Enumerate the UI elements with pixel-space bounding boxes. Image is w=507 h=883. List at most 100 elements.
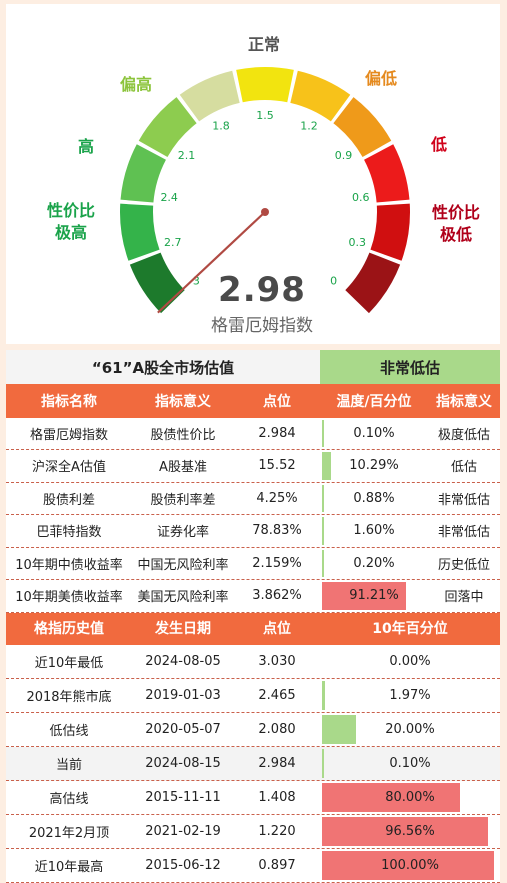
gauge-tick-label: 0.6 (352, 191, 370, 204)
history-value: 2.984 (234, 747, 320, 780)
history-value: 1.220 (234, 815, 320, 848)
gauge-segment (120, 204, 160, 261)
history-value: 3.030 (234, 645, 320, 678)
history-percentile: 0.00% (320, 645, 500, 678)
percentile-bar (322, 681, 325, 710)
gauge-segment (130, 253, 185, 313)
percentile-bar (322, 550, 324, 578)
indicator-status: 非常低估 (428, 483, 500, 515)
percentile-bar (322, 420, 324, 448)
column-header: 格指历史值 (6, 613, 132, 645)
history-value: 0.897 (234, 849, 320, 882)
history-name: 近10年最低 (6, 645, 132, 678)
gauge-needle-hub (261, 208, 269, 216)
indicator-percentile: 0.10% (320, 418, 428, 450)
column-header: 温度/百分位 (320, 385, 428, 417)
indicator-value: 4.25% (234, 483, 320, 515)
history-date: 2015-06-12 (132, 849, 234, 882)
history-name: 低估线 (6, 713, 132, 746)
history-name: 2018年熊市底 (6, 679, 132, 712)
indicator-meaning: 中国无风险利率 (132, 548, 234, 580)
indicator-percentile: 0.88% (320, 483, 428, 515)
indicator-name: 格雷厄姆指数 (6, 418, 132, 450)
indicator-meaning: 股债利率差 (132, 483, 234, 515)
gauge-value: 2.98 (192, 270, 332, 310)
indicator-name: 10年期中债收益率 (6, 548, 132, 580)
gauge-segment (333, 97, 391, 157)
gauge-zone-label: 性价比极高 (36, 200, 106, 243)
percentile-bar (322, 517, 324, 545)
indicator-name: 10年期美债收益率 (6, 580, 132, 612)
valuation-table: “61”A股全市场估值 非常低估 指标名称指标意义点位温度/百分位指标意义格雷厄… (6, 350, 500, 883)
indicator-status: 极度低估 (428, 418, 500, 450)
gauge-zone-label: 偏低 (351, 68, 411, 90)
indicator-value: 2.984 (234, 418, 320, 450)
indicator-value: 3.862% (234, 580, 320, 612)
gauge-tick-label: 1.5 (256, 109, 274, 122)
history-name: 2021年2月顶 (6, 815, 132, 848)
history-date: 2019-01-03 (132, 679, 234, 712)
column-header: 10年百分位 (320, 613, 500, 645)
indicator-percentile: 10.29% (320, 450, 428, 482)
indicator-meaning: 美国无风险利率 (132, 580, 234, 612)
indicator-status: 非常低估 (428, 515, 500, 547)
gauge-tick-label: 1.8 (212, 120, 230, 133)
history-percentile: 20.00% (320, 713, 500, 746)
gauge-segment (236, 67, 294, 102)
indicator-percentile: 1.60% (320, 515, 428, 547)
gauge-tick-label: 2.7 (164, 236, 182, 249)
indicator-name: 股债利差 (6, 483, 132, 515)
indicator-percentile: 91.21% (320, 580, 428, 612)
gauge-tick-label: 0.9 (335, 149, 353, 162)
indicator-meaning: 证券化率 (132, 515, 234, 547)
column-header: 点位 (234, 613, 320, 645)
history-date: 2024-08-15 (132, 747, 234, 780)
history-date: 2015-11-11 (132, 781, 234, 814)
history-percentile: 96.56% (320, 815, 500, 848)
overall-status-badge: 非常低估 (320, 350, 500, 384)
gauge-tick-label: 2.1 (178, 149, 196, 162)
indicator-percentile: 0.20% (320, 548, 428, 580)
table-title-row: “61”A股全市场估值 非常低估 (6, 350, 500, 385)
gauge-name: 格雷厄姆指数 (182, 311, 342, 336)
column-header: 指标意义 (428, 385, 500, 417)
history-date: 2020-05-07 (132, 713, 234, 746)
history-value: 2.080 (234, 713, 320, 746)
history-date: 2021-02-19 (132, 815, 234, 848)
column-header: 指标意义 (132, 385, 234, 417)
indicator-meaning: 股债性价比 (132, 418, 234, 450)
gauge-segment (370, 204, 410, 261)
gauge-segment (139, 97, 197, 157)
indicator-name: 巴菲特指数 (6, 515, 132, 547)
table-header: 指标名称指标意义点位温度/百分位指标意义 (6, 385, 500, 418)
indicator-name: 沪深全A估值 (6, 450, 132, 482)
gauge-tick-label: 1.2 (300, 120, 318, 133)
history-name: 高估线 (6, 781, 132, 814)
gauge-segment (121, 144, 166, 202)
column-header: 点位 (234, 385, 320, 417)
indicator-status: 低估 (428, 450, 500, 482)
indicator-status: 历史低位 (428, 548, 500, 580)
percentile-bar (322, 485, 324, 513)
history-name: 近10年最高 (6, 849, 132, 882)
history-percentile: 1.97% (320, 679, 500, 712)
gauge-segment (364, 144, 409, 202)
gauge-segment (345, 253, 400, 313)
percentile-bar (322, 749, 324, 778)
history-name: 当前 (6, 747, 132, 780)
history-date: 2024-08-05 (132, 645, 234, 678)
gauge-tick-label: 2.4 (160, 191, 178, 204)
percentile-bar (322, 452, 331, 480)
history-value: 2.465 (234, 679, 320, 712)
